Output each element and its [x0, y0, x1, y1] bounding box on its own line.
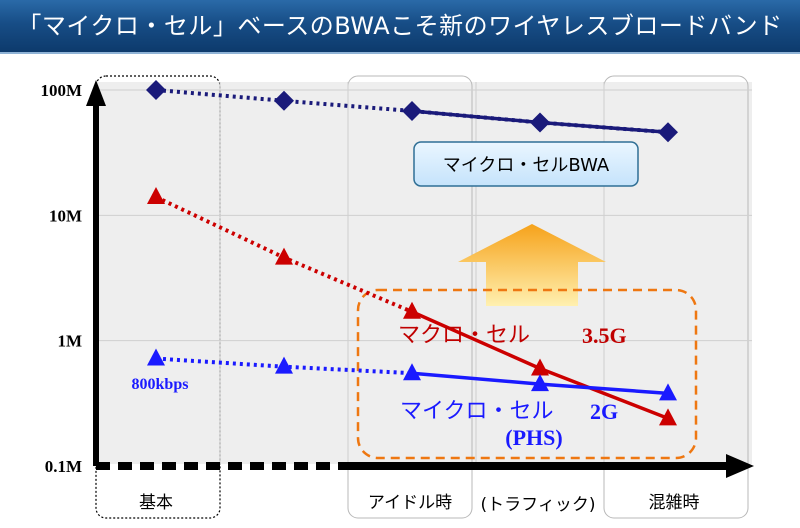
data-point — [146, 80, 166, 100]
series-2 — [147, 187, 677, 426]
category-panel-basic — [95, 75, 221, 519]
micro-label: マイクロ・セル — [400, 399, 554, 424]
category-label-busy: 混雑時 — [649, 493, 700, 513]
data-point — [531, 358, 549, 376]
series-3 — [147, 348, 677, 401]
y-tick-label: 0.1M — [45, 457, 82, 476]
title-bar — [0, 0, 800, 54]
data-point — [530, 112, 550, 133]
page-title: 「マイクロ・セル」ベースのBWAこそ新のワイヤレスブロードバンド — [17, 12, 783, 40]
bwa-label-box — [413, 141, 639, 187]
data-point — [659, 383, 677, 401]
macro-generation-label: 3.5G — [582, 323, 627, 348]
bwa-label: マイクロ・セルBWA — [443, 155, 610, 176]
data-point — [275, 247, 293, 265]
y-tick-label: 10M — [49, 206, 82, 225]
data-point — [403, 301, 421, 319]
x-axis-arrowhead — [726, 454, 754, 478]
macro-label: マクロ・セル — [398, 323, 530, 348]
x-axis-note: (トラフィック) — [481, 495, 596, 515]
data-point — [402, 100, 422, 121]
start-rate-label: 800kbps — [132, 376, 189, 393]
series-1 — [146, 80, 678, 143]
category-label-idle: アイドル時 — [368, 493, 452, 513]
category-label-basic: 基本 — [139, 493, 173, 513]
data-point — [274, 90, 294, 111]
data-point — [147, 187, 165, 205]
data-point — [403, 363, 421, 381]
data-point — [531, 374, 549, 392]
data-point — [147, 348, 165, 366]
data-point — [659, 408, 677, 426]
y-tick-label: 100M — [40, 81, 82, 100]
y-tick-label: 1M — [57, 332, 82, 351]
y-axis-arrowhead — [86, 80, 106, 106]
data-point — [658, 122, 678, 143]
highlight-box — [356, 288, 698, 460]
data-point — [275, 356, 293, 374]
increase-arrow — [458, 224, 606, 306]
micro-generation-label: 2G — [590, 399, 618, 424]
micro-sub-label: (PHS) — [505, 425, 562, 450]
